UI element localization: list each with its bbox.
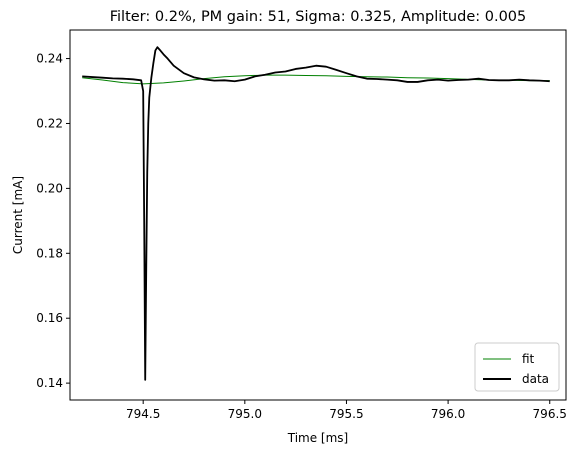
y-tick-label: 0.18 [36, 246, 63, 260]
x-tick-label: 795.5 [329, 407, 363, 421]
x-tick-label: 795.0 [228, 407, 262, 421]
y-axis: 0.14 0.16 0.18 0.20 0.22 0.24 [36, 52, 70, 390]
chart-title: Filter: 0.2%, PM gain: 51, Sigma: 0.325,… [110, 9, 527, 25]
x-tick-label: 796.0 [431, 407, 465, 421]
x-tick-label: 796.5 [533, 407, 567, 421]
y-tick-label: 0.22 [36, 116, 63, 130]
y-tick-label: 0.14 [36, 376, 63, 390]
x-axis: 794.5 795.0 795.5 796.0 796.5 [126, 400, 567, 421]
legend: fit data [474, 342, 560, 392]
x-axis-label: Time [ms] [287, 431, 349, 445]
legend-data-label: data [522, 372, 549, 386]
legend-fit-label: fit [522, 352, 535, 366]
y-tick-label: 0.20 [36, 181, 63, 195]
plot-frame [69, 29, 567, 401]
series-line-data [82, 46, 550, 381]
x-tick-label: 794.5 [126, 407, 160, 421]
y-tick-label: 0.16 [36, 311, 63, 325]
y-axis-label: Current [mA] [11, 176, 25, 254]
y-tick-label: 0.24 [36, 52, 63, 66]
